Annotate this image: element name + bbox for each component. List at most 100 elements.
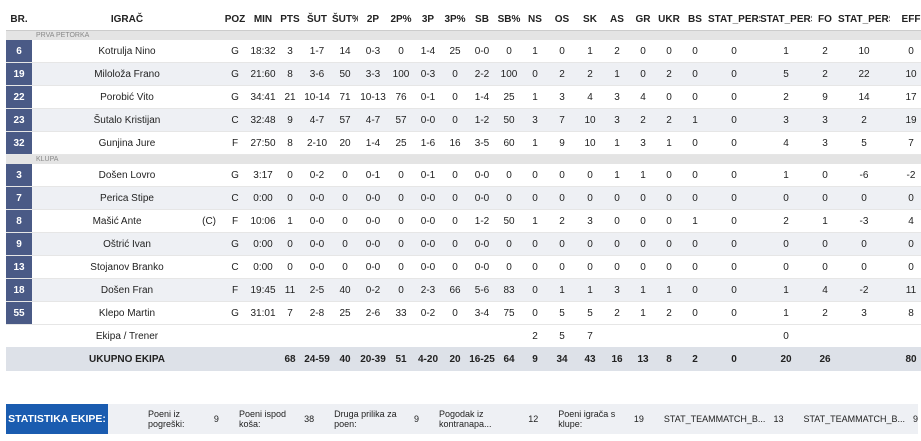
stat-cell: 0 [682,301,708,325]
column-header[interactable]: 3P% [442,8,468,31]
player-name-link[interactable]: Kotrulja Nino [98,45,156,57]
stat-cell: 0 [548,255,576,279]
stat-cell: 1 [760,40,812,63]
total-cell: 64 [496,347,522,371]
player-row[interactable]: 9 Oštrić Ivan G 0:00 0 0-0 0 0-0 0 0-0 0 0-0 0 0 0 0 0 0 0… [6,232,921,256]
stat-cell: 0 [682,62,708,86]
total-cell: 24-59 [302,347,332,371]
player-row[interactable]: 3 Došen Lovro G 3:17 0 0-2 0 0-1 0 0-1 0 0-0 0 0 0 0 1 1 0… [6,164,921,187]
stat-cell: 1 [656,278,682,302]
column-header[interactable]: UKR [656,8,682,31]
column-header[interactable]: STAT_PERS... [760,8,812,31]
column-header[interactable]: SK [576,8,604,31]
stat-cell: 3-4 [468,301,496,325]
column-header[interactable]: SB% [496,8,522,31]
stat-cell: 0 [332,232,358,256]
player-name-cell[interactable]: Porobić Vito [32,85,222,109]
stat-cell: 10 [890,62,921,86]
player-row[interactable]: 6 Kotrulja Nino G 18:32 3 1-7 14 0-3 0 1-4 25 0-0 0 1… [6,40,921,63]
player-name-link[interactable]: Porobić Vito [100,91,154,103]
stat-cell: 0-1 [414,164,442,187]
player-name-link[interactable]: Šutalo Kristijan [93,114,161,126]
stat-cell: 3 [812,108,838,132]
stat-cell: 4-7 [302,108,332,132]
stat-cell: 21:60 [248,62,278,86]
player-name-cell[interactable]: Gunjina Jure [32,131,222,155]
player-name-link[interactable]: Klepo Martin [98,307,156,319]
player-name-cell[interactable]: Šutalo Kristijan [32,108,222,132]
column-header[interactable]: MIN [248,8,278,31]
player-name-link[interactable]: Oštrić Ivan [103,238,151,250]
stat-cell [442,325,468,348]
column-header[interactable]: GR [630,8,656,31]
section-header-starters: PRVA PETORKA [6,30,921,40]
column-header[interactable]: AS [604,8,630,31]
column-header[interactable]: POZ [222,8,248,31]
stat-cell: 71 [332,85,358,109]
column-header[interactable]: OS [548,8,576,31]
player-name-cell[interactable]: Mašić Ante (C) [32,209,222,233]
column-header[interactable]: FO [812,8,838,31]
player-row[interactable]: 13 Stojanov Branko C 0:00 0 0-0 0 0-0 0 0-0 0 0-0 0 0… [6,255,921,279]
stat-cell: 100 [388,62,414,86]
player-name-cell[interactable]: Došen Fran [32,278,222,302]
stat-cell: 11 [278,278,302,302]
column-header[interactable]: ŠUT [302,8,332,31]
player-name-link[interactable]: Stojanov Branko [90,261,164,273]
player-name-cell[interactable]: Klepo Martin [32,301,222,325]
stat-cell: 0 [838,186,890,210]
player-row[interactable]: 22 Porobić Vito G 34:41 21 10-14 71 10-13 76 0-1 0… [6,85,921,109]
player-row[interactable]: 8 Mašić Ante (C) F 10:06 1 0-0 0 0-0 0 0-0 0 1-2 50 1 2… [6,209,921,233]
player-row[interactable]: 55 Klepo Martin G 31:01 7 2-8 25 2-6 33 0-2 0 3-4 75… [6,301,921,325]
stat-cell: 0-0 [414,108,442,132]
player-row[interactable]: 18 Došen Fran F 19:45 11 2-5 40 0-2 0 2-3 66 5-6 83 0… [6,278,921,302]
jersey-number: 6 [6,40,32,63]
player-name-link[interactable]: Perica Stipe [100,192,154,204]
column-header[interactable]: NS [522,8,548,31]
stat-cell: 0 [708,108,760,132]
stat-cell: 0 [388,232,414,256]
stat-cell: C [222,108,248,132]
stat-cell: 4 [890,209,921,233]
stat-cell: 2-2 [468,62,496,86]
player-name-link[interactable]: Došen Lovro [98,169,156,181]
column-header[interactable]: BR. [6,8,32,31]
column-header[interactable]: 3P [414,8,442,31]
player-row[interactable]: 19 Miloloža Frano G 21:60 8 3-6 50 3-3 100 0-3 0 2-… [6,62,921,86]
column-header[interactable]: IGRAČ [32,8,222,31]
column-header[interactable]: STAT_PERS... [838,8,890,31]
team-stat-value: 9 [213,414,219,424]
player-row[interactable]: 7 Perica Stipe C 0:00 0 0-0 0 0-0 0 0-0 0 0-0 0 0 0 0 0 0… [6,186,921,210]
stat-cell: 0 [332,255,358,279]
total-cell: 51 [388,347,414,371]
player-name-cell[interactable]: Perica Stipe [32,186,222,210]
stat-cell: 57 [388,108,414,132]
column-header[interactable]: 2P% [388,8,414,31]
column-header[interactable]: 2P [358,8,388,31]
stat-cell: 0 [604,209,630,233]
stat-cell: 0-0 [358,232,388,256]
player-name-cell[interactable]: Došen Lovro [32,164,222,187]
stat-cell: 0 [522,255,548,279]
stat-cell: 0-2 [358,278,388,302]
player-name-cell[interactable]: Oštrić Ivan [32,232,222,256]
stat-cell: 0 [548,232,576,256]
column-header[interactable]: EFF [890,8,921,31]
player-name-cell[interactable]: Stojanov Branko [32,255,222,279]
player-name-link[interactable]: Mašić Ante [92,215,142,227]
player-name-link[interactable]: Miloloža Frano [94,68,160,80]
player-name-cell[interactable]: Kotrulja Nino [32,40,222,63]
player-row[interactable]: 23 Šutalo Kristijan C 32:48 9 4-7 57 4-7 57 0-0 0 1… [6,108,921,132]
stat-cell: 2-3 [414,278,442,302]
player-name-cell[interactable]: Miloloža Frano [32,62,222,86]
column-header[interactable]: PTS [278,8,302,31]
player-name-link[interactable]: Došen Fran [100,284,154,296]
stat-cell: 17 [890,85,921,109]
player-name-link[interactable]: Gunjina Jure [98,137,156,149]
column-header[interactable]: ŠUT% [332,8,358,31]
stat-cell: 0 [548,40,576,63]
column-header[interactable]: STAT_PERS... [708,8,760,31]
column-header[interactable]: SB [468,8,496,31]
player-row[interactable]: 32 Gunjina Jure F 27:50 8 2-10 20 1-4 25 1-6 16 3-5… [6,131,921,155]
column-header[interactable]: BS [682,8,708,31]
